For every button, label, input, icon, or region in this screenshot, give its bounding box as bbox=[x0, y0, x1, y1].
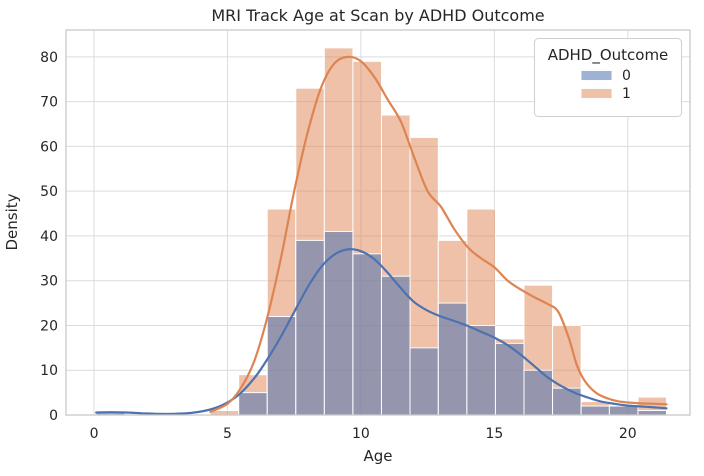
y-tick-label: 10 bbox=[40, 363, 58, 379]
legend-title: ADHD_Outcome bbox=[548, 46, 669, 65]
y-tick-label: 30 bbox=[40, 274, 58, 290]
hist-bar-outcome0 bbox=[266, 316, 297, 416]
y-axis-label: Density bbox=[3, 193, 21, 250]
x-tick-label: 15 bbox=[485, 426, 503, 442]
y-tick-label: 60 bbox=[40, 139, 58, 155]
hist-bar-outcome0 bbox=[409, 347, 439, 416]
hist-bar-outcome0 bbox=[466, 324, 496, 416]
legend-swatch-outcome1 bbox=[580, 88, 613, 99]
x-axis-label: Age bbox=[363, 447, 392, 465]
y-tick-label: 40 bbox=[40, 229, 58, 245]
hist-bar-outcome0 bbox=[637, 410, 668, 416]
hist-bar-outcome0 bbox=[352, 253, 382, 416]
kde-curve-outcome0 bbox=[95, 248, 668, 416]
kde-curve-outcome1 bbox=[209, 55, 668, 413]
y-tick-label: 80 bbox=[40, 50, 58, 66]
hist-bar-outcome0 bbox=[238, 392, 268, 416]
legend-label-outcome1: 1 bbox=[622, 86, 631, 102]
chart-title: MRI Track Age at Scan by ADHD Outcome bbox=[211, 6, 544, 25]
y-tick-label: 20 bbox=[40, 318, 58, 334]
hist-bar-outcome0 bbox=[323, 230, 354, 416]
plot-border bbox=[65, 29, 691, 416]
hist-bar-outcome0 bbox=[380, 275, 411, 416]
hist-bar-outcome0 bbox=[580, 405, 610, 416]
y-tick-label: 50 bbox=[40, 184, 58, 200]
hist-bar-outcome0 bbox=[494, 342, 525, 416]
x-tick-label: 0 bbox=[90, 426, 99, 442]
legend-label-outcome0: 0 bbox=[622, 68, 631, 84]
hist-bar-outcome0 bbox=[552, 387, 582, 416]
hist-bar-outcome0 bbox=[608, 405, 639, 416]
y-tick-label: 70 bbox=[40, 95, 58, 111]
legend-swatch-outcome0 bbox=[580, 70, 613, 81]
kde-layer bbox=[95, 55, 668, 416]
x-tick-label: 10 bbox=[352, 426, 370, 442]
legend-box: ADHD_Outcome 0 1 bbox=[534, 38, 682, 117]
y-tick-label: 0 bbox=[49, 408, 58, 424]
x-tick-label: 20 bbox=[619, 426, 637, 442]
x-tick-label: 5 bbox=[223, 426, 232, 442]
